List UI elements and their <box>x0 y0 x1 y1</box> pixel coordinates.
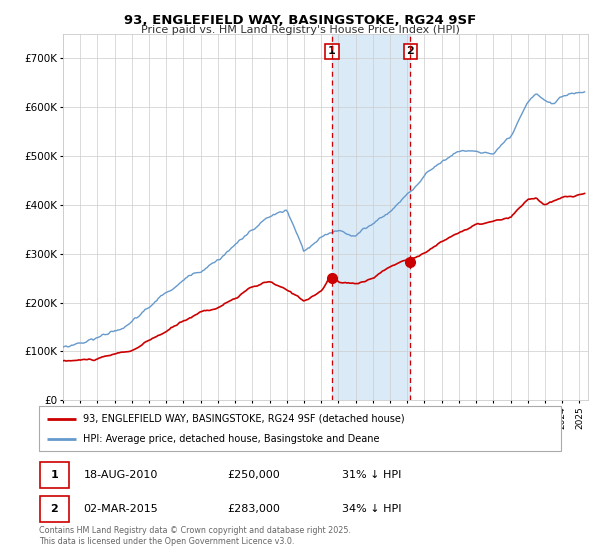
Bar <box>40 463 69 488</box>
Text: 1: 1 <box>328 46 336 57</box>
Text: 1: 1 <box>50 470 58 480</box>
Text: 34% ↓ HPI: 34% ↓ HPI <box>342 504 401 514</box>
Text: HPI: Average price, detached house, Basingstoke and Deane: HPI: Average price, detached house, Basi… <box>83 434 380 444</box>
Text: 93, ENGLEFIELD WAY, BASINGSTOKE, RG24 9SF (detached house): 93, ENGLEFIELD WAY, BASINGSTOKE, RG24 9S… <box>83 413 405 423</box>
Bar <box>332 34 410 400</box>
Text: £283,000: £283,000 <box>227 504 280 514</box>
Text: 18-AUG-2010: 18-AUG-2010 <box>83 470 158 480</box>
Text: 31% ↓ HPI: 31% ↓ HPI <box>342 470 401 480</box>
Text: 02-MAR-2015: 02-MAR-2015 <box>83 504 158 514</box>
Bar <box>40 496 69 521</box>
Text: 2: 2 <box>406 46 414 57</box>
Text: Price paid vs. HM Land Registry's House Price Index (HPI): Price paid vs. HM Land Registry's House … <box>140 25 460 35</box>
Text: 93, ENGLEFIELD WAY, BASINGSTOKE, RG24 9SF: 93, ENGLEFIELD WAY, BASINGSTOKE, RG24 9S… <box>124 14 476 27</box>
Text: 2: 2 <box>50 504 58 514</box>
Text: Contains HM Land Registry data © Crown copyright and database right 2025.
This d: Contains HM Land Registry data © Crown c… <box>39 526 351 546</box>
Text: £250,000: £250,000 <box>227 470 280 480</box>
